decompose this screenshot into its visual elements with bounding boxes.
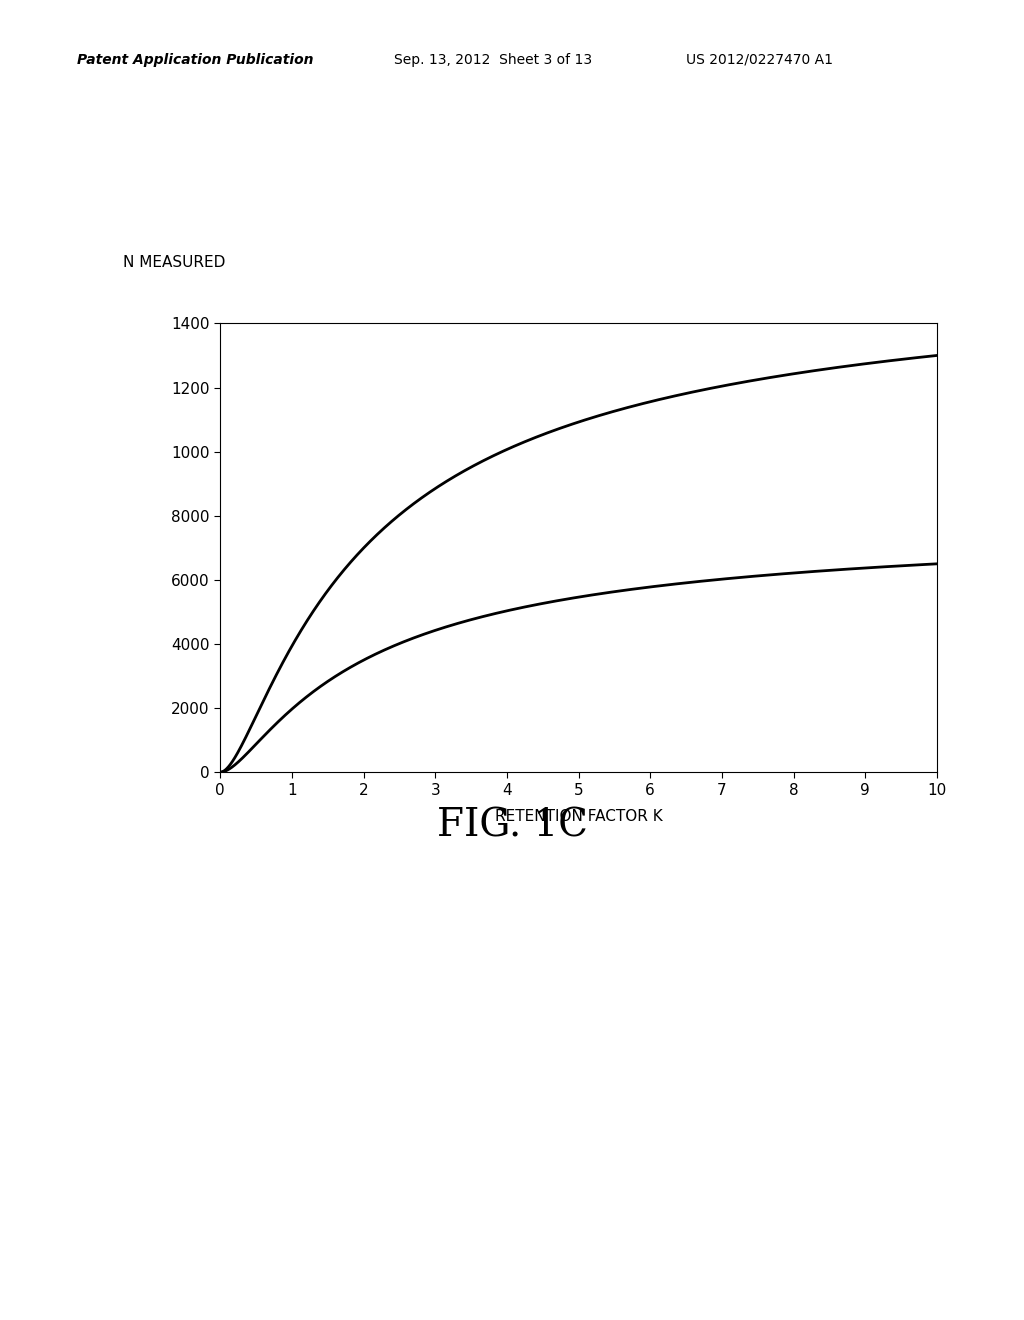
Text: N MEASURED: N MEASURED: [123, 255, 225, 269]
Text: US 2012/0227470 A1: US 2012/0227470 A1: [686, 53, 834, 67]
Text: Sep. 13, 2012  Sheet 3 of 13: Sep. 13, 2012 Sheet 3 of 13: [394, 53, 592, 67]
Text: Patent Application Publication: Patent Application Publication: [77, 53, 313, 67]
X-axis label: RETENTION FACTOR K: RETENTION FACTOR K: [495, 809, 663, 824]
Text: FIG. 1C: FIG. 1C: [436, 808, 588, 845]
